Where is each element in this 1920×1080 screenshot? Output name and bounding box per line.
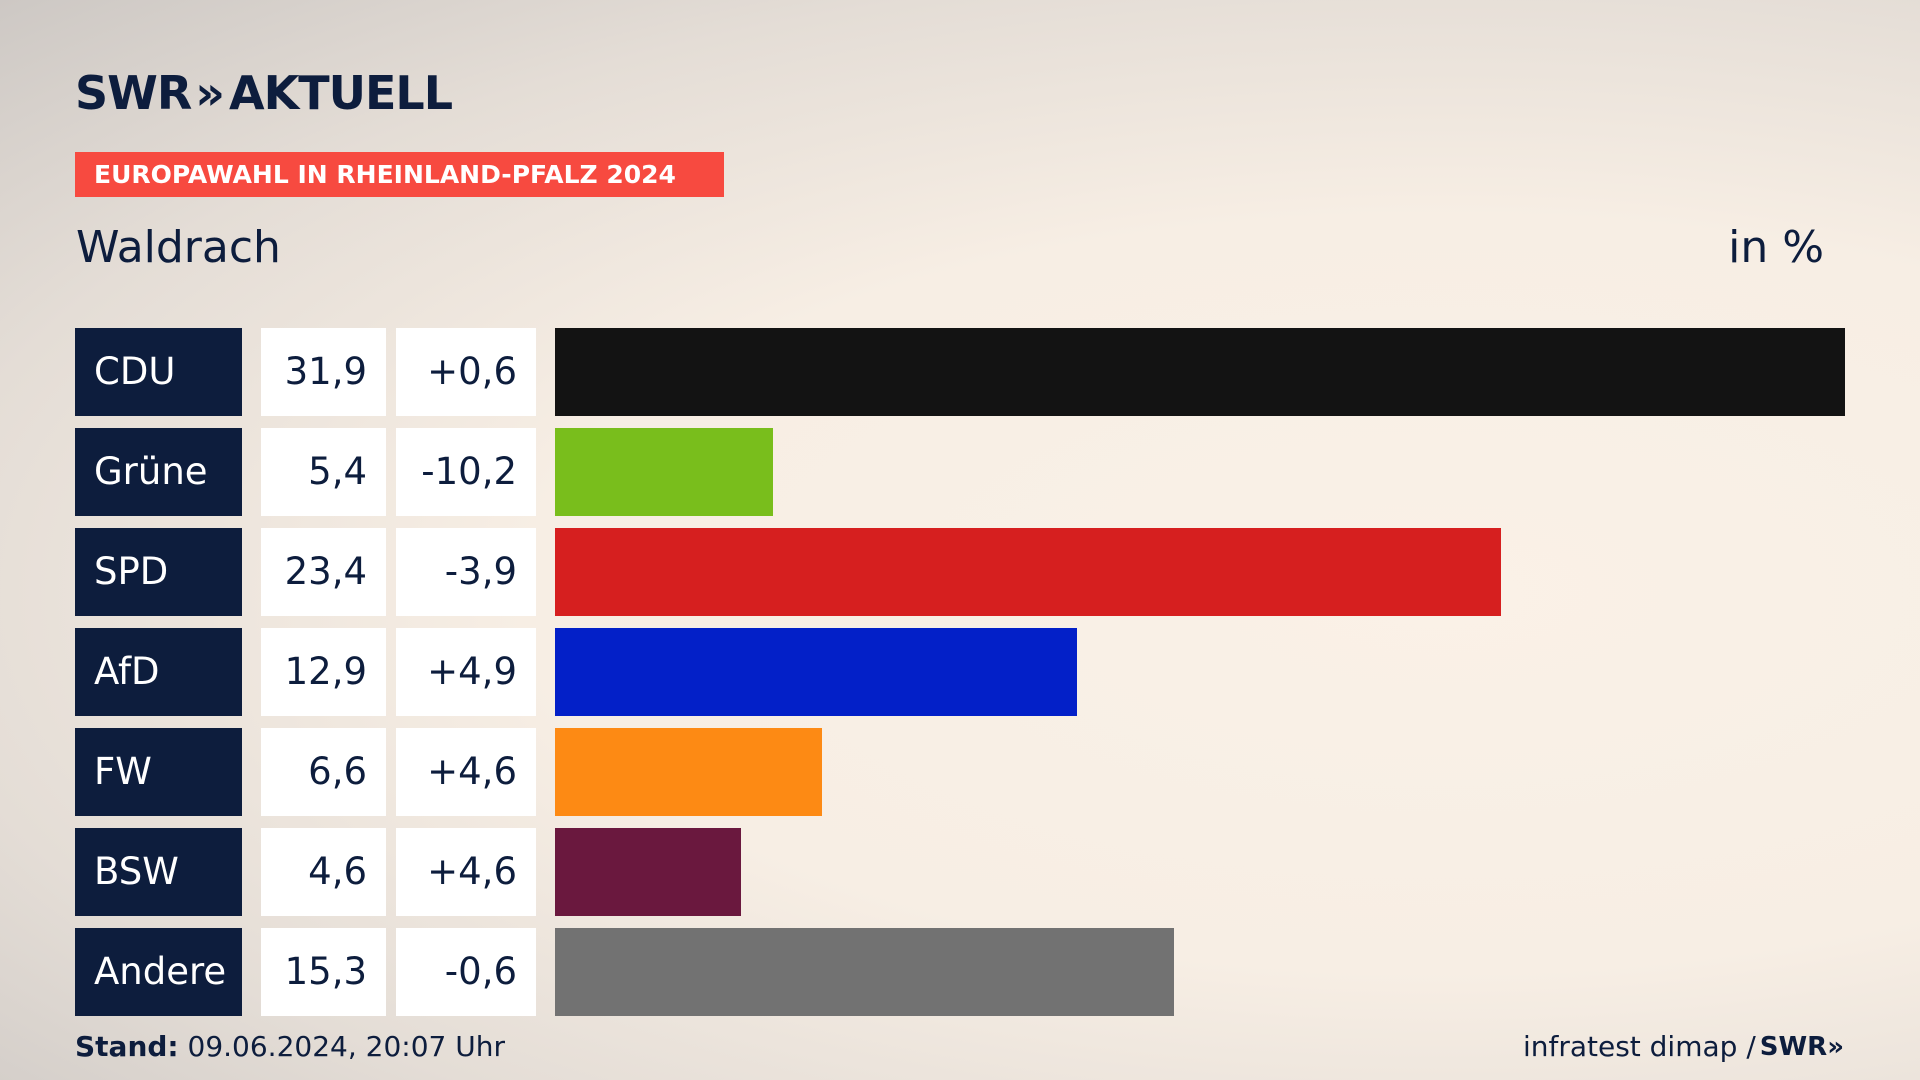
bar-track (555, 628, 1845, 716)
diff-label: -0,6 (396, 928, 536, 1016)
bar-track (555, 428, 1845, 516)
value-label: 12,9 (261, 628, 386, 716)
stand-value: 09.06.2024, 20:07 Uhr (178, 1030, 505, 1063)
bar (555, 728, 822, 816)
timestamp: Stand: 09.06.2024, 20:07 Uhr (75, 1030, 505, 1064)
diff-label: +4,9 (396, 628, 536, 716)
party-label: BSW (75, 828, 242, 916)
bar-track (555, 928, 1845, 1016)
logo-aktuell-text: AKTUELL (229, 66, 453, 120)
source-credit: infratest dimap / SWR» (1523, 1030, 1844, 1064)
diff-label: -10,2 (396, 428, 536, 516)
party-label: SPD (75, 528, 242, 616)
bar (555, 528, 1501, 616)
bar-track (555, 528, 1845, 616)
value-label: 5,4 (261, 428, 386, 516)
logo-chevrons-icon: » (195, 66, 225, 120)
election-banner: EUROPAWAHL IN RHEINLAND-PFALZ 2024 (75, 152, 724, 197)
bar (555, 928, 1174, 1016)
diff-label: -3,9 (396, 528, 536, 616)
result-row: CDU 31,9 +0,6 (75, 328, 1845, 416)
bar-track (555, 728, 1845, 816)
value-label: 23,4 (261, 528, 386, 616)
diff-label: +4,6 (396, 728, 536, 816)
bar (555, 628, 1077, 716)
swr-aktuell-logo: SWR » AKTUELL (75, 66, 453, 120)
result-row: Grüne 5,4 -10,2 (75, 428, 1845, 516)
value-label: 31,9 (261, 328, 386, 416)
bar-track (555, 828, 1845, 916)
result-row: BSW 4,6 +4,6 (75, 828, 1845, 916)
diff-label: +4,6 (396, 828, 536, 916)
location-title: Waldrach (76, 222, 281, 273)
party-label: CDU (75, 328, 242, 416)
result-row: SPD 23,4 -3,9 (75, 528, 1845, 616)
source-text: infratest dimap / (1522, 1030, 1756, 1063)
bar (555, 828, 741, 916)
logo-swr-text: SWR (75, 66, 192, 120)
party-label: FW (75, 728, 242, 816)
swr-mini-logo: SWR» (1759, 1032, 1844, 1062)
bar (555, 428, 773, 516)
bar (555, 328, 1845, 416)
value-label: 15,3 (261, 928, 386, 1016)
stand-label: Stand: (75, 1030, 179, 1063)
unit-label: in % (1728, 222, 1824, 273)
party-label: Andere (75, 928, 242, 1016)
bar-track (555, 328, 1845, 416)
value-label: 6,6 (261, 728, 386, 816)
party-label: AfD (75, 628, 242, 716)
result-row: AfD 12,9 +4,9 (75, 628, 1845, 716)
diff-label: +0,6 (396, 328, 536, 416)
value-label: 4,6 (261, 828, 386, 916)
result-row: Andere 15,3 -0,6 (75, 928, 1845, 1016)
party-label: Grüne (75, 428, 242, 516)
result-row: FW 6,6 +4,6 (75, 728, 1845, 816)
